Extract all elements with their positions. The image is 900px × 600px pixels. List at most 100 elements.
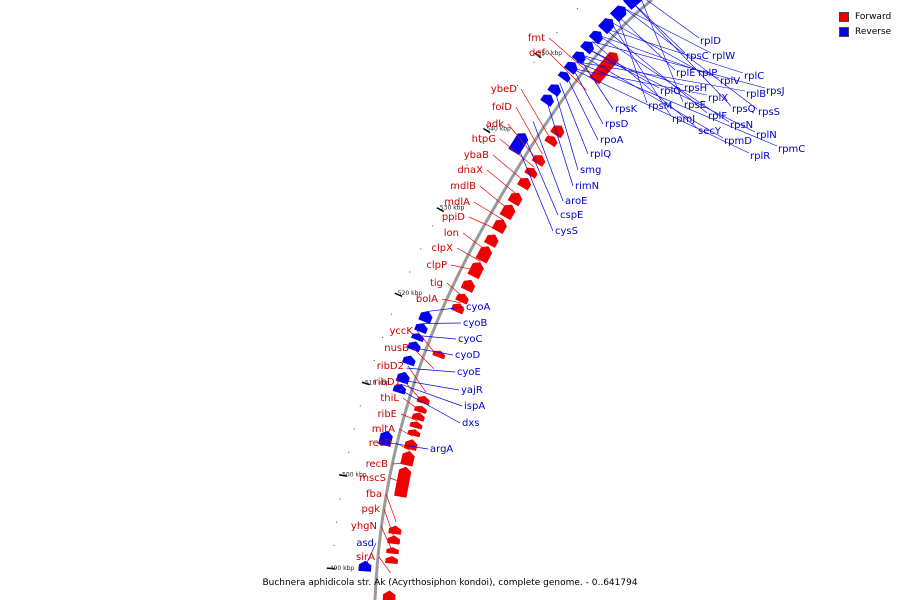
forward-swatch <box>839 11 849 22</box>
rplV-label: rplV <box>720 76 740 87</box>
adk-leader <box>507 123 539 162</box>
reverse-8-gene-feature <box>547 84 562 97</box>
cspE-label: cspE <box>560 210 583 221</box>
legend-forward-label: Forward <box>855 11 892 22</box>
rpmC-label: rpmC <box>778 144 805 155</box>
cyoA-label: cyoA <box>466 302 491 313</box>
rpsQ-label: rpsQ <box>732 104 756 115</box>
rpoA-label: rpoA <box>600 135 624 146</box>
forward-28-gene-feature <box>382 590 396 600</box>
forward-6-gene-feature <box>507 192 523 207</box>
rpsN-leader <box>597 34 730 123</box>
minor-tick <box>359 405 361 407</box>
rpsK-leader <box>578 57 614 110</box>
rplF-leader <box>603 28 708 114</box>
rplX-label: rplX <box>708 93 728 104</box>
forward-8-gene-feature <box>491 219 507 235</box>
cyoC-leader <box>418 335 457 340</box>
rpsH-label: rpsH <box>684 83 707 94</box>
forward-24-gene-feature <box>388 525 402 535</box>
forward-22-gene-feature <box>400 450 415 467</box>
minor-tick <box>556 31 558 34</box>
rplP-leader <box>610 21 698 71</box>
rplD-leader <box>646 0 700 39</box>
rplP-label: rplP <box>698 68 717 79</box>
rpsE-label: rpsE <box>684 100 706 111</box>
thiL-label: thiL <box>380 393 399 404</box>
mscS-leader <box>389 477 403 484</box>
ribD1-leader <box>404 381 424 403</box>
sirA-label: sirA <box>356 552 375 563</box>
minor-tick <box>420 248 422 250</box>
reverse-swatch <box>839 26 849 37</box>
forward-25-gene-feature <box>387 535 401 545</box>
recB-leader <box>391 462 407 465</box>
asd-leader <box>364 542 377 568</box>
aroE-leader <box>532 121 564 202</box>
label-leaders <box>364 0 778 574</box>
tick-5 <box>482 127 491 134</box>
mdlB-label: mdlB <box>450 181 476 192</box>
reverse-3-gene-feature <box>588 30 603 45</box>
ppiD-leader <box>468 216 498 231</box>
forward-5-gene-feature <box>516 178 532 191</box>
legend-reverse-label: Reverse <box>855 26 892 37</box>
forward-9-gene-feature <box>483 234 499 248</box>
reverse-12-gene-feature <box>414 323 428 335</box>
minor-tick <box>501 107 503 109</box>
folD-leader <box>515 106 543 155</box>
forward-7-gene-feature <box>499 204 516 221</box>
minor-tick <box>466 164 468 166</box>
tick-0 <box>326 567 335 570</box>
forward-13-gene-feature <box>455 293 469 305</box>
rplR-leader <box>570 67 750 154</box>
genome-caption: Buchnera aphidicola str. Ak (Acyrthosiph… <box>262 578 638 588</box>
thiL-leader <box>402 397 421 412</box>
gene-labels: fmt def ybeD folD adk htpG ybaB dnaX mdlB mdlA ppi… <box>351 33 805 563</box>
ybaB-label: ybaB <box>464 150 489 161</box>
rplW-leader <box>623 7 712 54</box>
rpsN-label: rpsN <box>730 120 753 131</box>
yhgN-leader <box>380 525 393 552</box>
yajR-leader <box>402 379 460 391</box>
htpG-label: htpG <box>472 134 496 145</box>
legend-reverse: Reverse <box>839 24 891 39</box>
reverse-14-gene-feature <box>407 341 421 353</box>
pgk-label: pgk <box>362 504 381 515</box>
tick-label-2: 510 kbp <box>365 379 390 386</box>
def-label: def <box>529 48 546 59</box>
rpsJ-label: rpsJ <box>766 86 785 97</box>
legend-forward: Forward <box>839 9 891 24</box>
forward-20-gene-feature <box>407 429 421 438</box>
forward-27-gene-feature <box>385 556 399 565</box>
argA-leader <box>384 441 429 450</box>
cysS-label: cysS <box>555 226 578 237</box>
yajR-label: yajR <box>461 385 483 396</box>
tick-label-3: 520 kbp <box>398 290 423 297</box>
cyoD-leader <box>413 347 454 356</box>
reverse-19-gene-feature <box>358 560 372 572</box>
asd-label: asd <box>356 538 374 549</box>
argA-label: argA <box>430 444 453 455</box>
rplV-leader <box>598 34 720 79</box>
bolA-leader <box>441 298 461 304</box>
rplR-label: rplR <box>750 151 770 162</box>
rplN-leader <box>586 48 756 133</box>
fba-leader <box>385 493 397 523</box>
reverse-2-gene-feature <box>597 18 615 35</box>
forward-10-gene-feature <box>475 246 493 264</box>
ribD1-label: ribD1 <box>374 377 401 388</box>
dxs-label: dxs <box>462 418 479 429</box>
rplQ-leader <box>559 82 589 155</box>
rplD-label: rplD <box>700 36 721 47</box>
ribE-label: ribE <box>377 409 397 420</box>
ribE-leader <box>400 413 418 422</box>
reverse-9-gene-feature <box>540 94 554 107</box>
rpmD-label: rpmD <box>724 136 752 147</box>
minor-tick <box>348 451 350 453</box>
rpsC-leader <box>631 1 686 54</box>
rplC-label: rplC <box>744 71 764 82</box>
rpmJ-label: rpmJ <box>672 114 695 125</box>
clpX-leader <box>456 247 481 262</box>
